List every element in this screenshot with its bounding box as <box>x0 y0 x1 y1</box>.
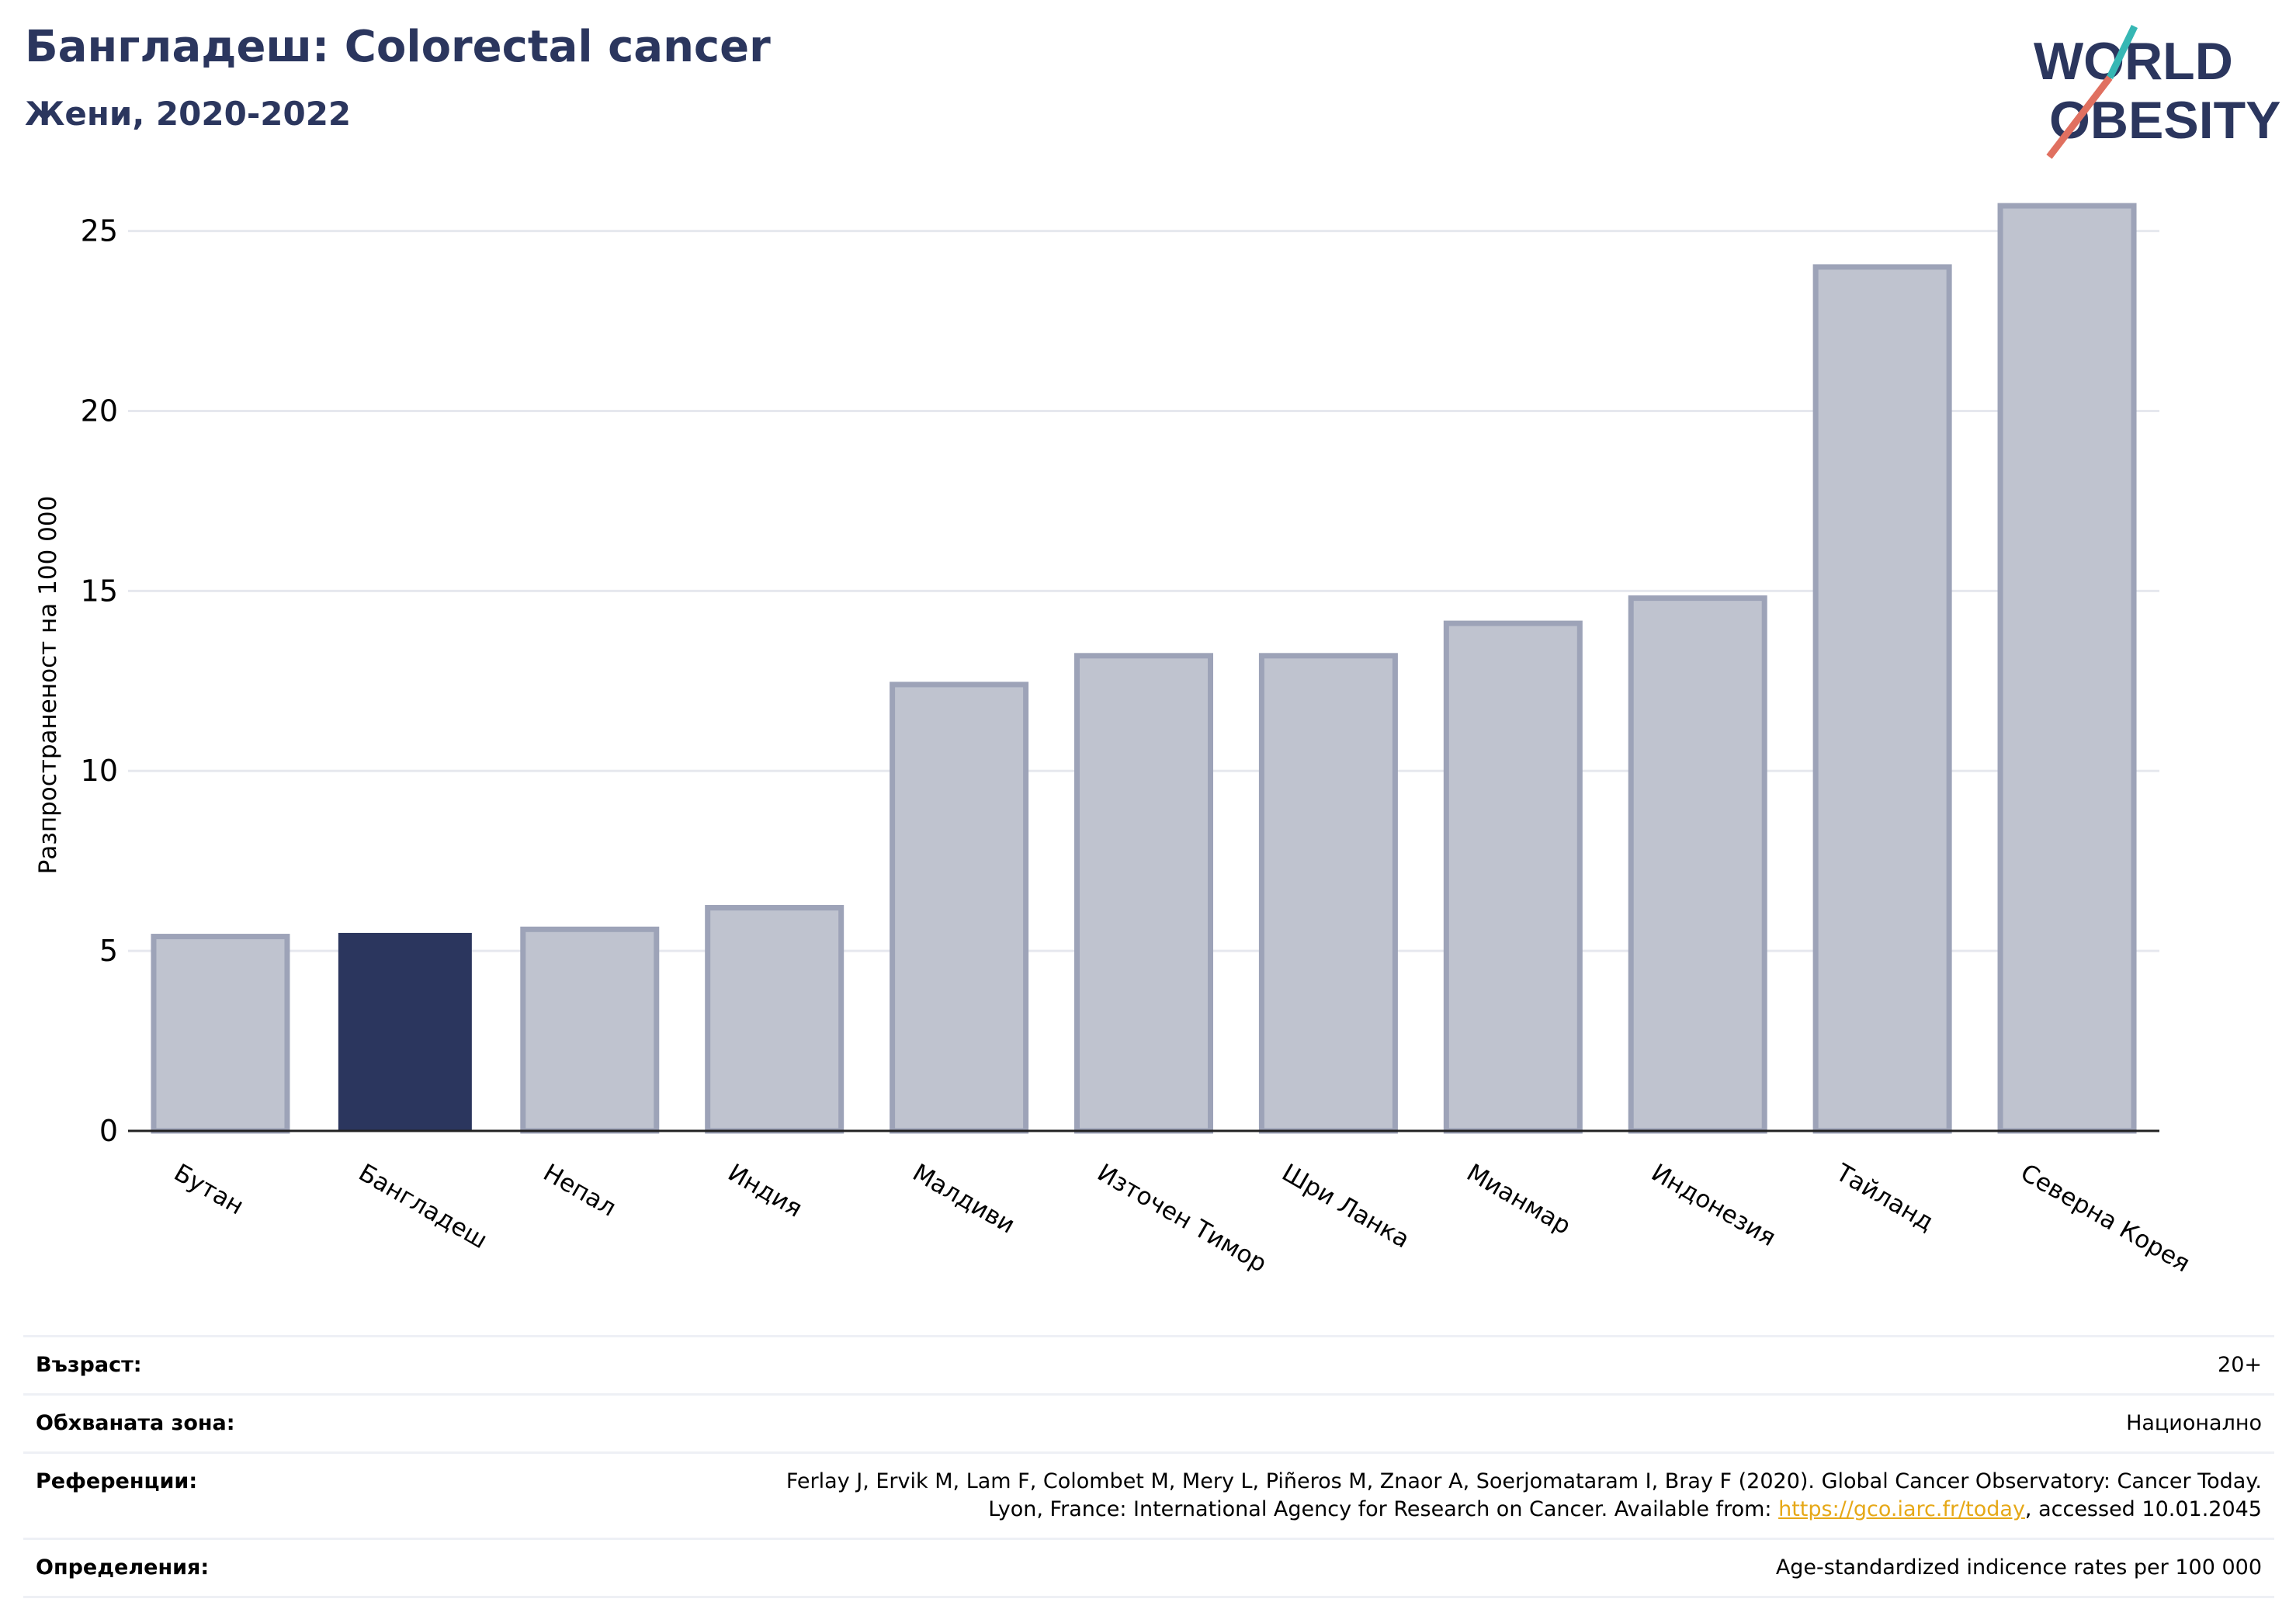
y-tick-label: 10 <box>81 754 118 788</box>
x-tick-label: Тайланд <box>1830 1158 1938 1236</box>
chart-title: Бангладеш: Colorectal cancer <box>25 22 771 72</box>
y-tick-label: 25 <box>81 214 118 248</box>
y-tick-label: 20 <box>81 394 118 428</box>
y-tick-label: 5 <box>99 934 118 968</box>
metadata-table: Възраст: 20+ Обхваната зона: Национално … <box>23 1335 2274 1598</box>
definitions-value: Age-standardized indicence rates per 100… <box>1775 1555 2262 1580</box>
bar <box>1997 203 2137 1134</box>
coverage-label: Обхваната зона: <box>36 1411 235 1435</box>
x-tick-label: Индия <box>723 1159 807 1223</box>
meta-row-definitions: Определения: Age-standardized indicence … <box>23 1538 2274 1598</box>
x-tick-label: Индонезия <box>1646 1159 1781 1252</box>
references-line1: Ferlay J, Ervik M, Lam F, Colombet M, Me… <box>786 1469 2262 1493</box>
references-value: Ferlay J, Ervik M, Lam F, Colombet M, Me… <box>786 1468 2262 1524</box>
coverage-value: Национално <box>2126 1411 2262 1435</box>
bar <box>1074 653 1213 1134</box>
meta-row-age: Възраст: 20+ <box>23 1335 2274 1393</box>
age-label: Възраст: <box>36 1353 142 1377</box>
bar-chart: 0 5 10 15 20 25 Бутан Бангладеш Непал Индия Малдив… <box>34 203 2194 1278</box>
bar <box>151 934 290 1134</box>
references-line2-end: , accessed 10.01.2045 <box>2024 1497 2262 1521</box>
x-tick-label: Мианмар <box>1462 1159 1575 1240</box>
bar <box>338 932 472 1131</box>
references-line2-start: Lyon, France: International Agency for R… <box>988 1497 1779 1521</box>
bar <box>705 904 845 1134</box>
y-axis-label: Разпространеност на 100 000 <box>34 496 62 875</box>
bar <box>1628 595 1767 1134</box>
meta-row-references: Референции: Ferlay J, Ervik M, Lam F, Co… <box>23 1451 2274 1538</box>
x-tick-label: Непал <box>539 1159 621 1222</box>
x-tick-label: Източен Тимор <box>1093 1159 1271 1278</box>
bar <box>520 926 660 1134</box>
bar <box>890 681 1029 1134</box>
references-link[interactable]: https://gco.iarc.fr/today <box>1778 1497 2025 1521</box>
world-obesity-logo: WORLD OBESITY <box>2034 25 2281 159</box>
x-tick-label: Бутан <box>169 1159 248 1221</box>
chart-subtitle: Жени, 2020-2022 <box>25 95 352 133</box>
meta-row-coverage: Обхваната зона: Национално <box>23 1393 2274 1451</box>
bar <box>1443 620 1583 1134</box>
svg-text:WORLD: WORLD <box>2034 32 2233 91</box>
definitions-label: Определения: <box>36 1555 210 1580</box>
x-tick-label: Шри Ланка <box>1277 1159 1414 1254</box>
y-tick-label: 15 <box>81 574 118 608</box>
x-tick-label: Северна Корея <box>2016 1159 2194 1278</box>
y-tick-label: 0 <box>99 1114 118 1148</box>
age-value: 20+ <box>2218 1353 2262 1377</box>
bar <box>1812 264 1952 1134</box>
x-tick-label: Бангладеш <box>354 1159 492 1254</box>
references-label: Референции: <box>36 1469 198 1493</box>
x-tick-label: Малдиви <box>908 1159 1020 1240</box>
bar <box>1258 653 1398 1134</box>
